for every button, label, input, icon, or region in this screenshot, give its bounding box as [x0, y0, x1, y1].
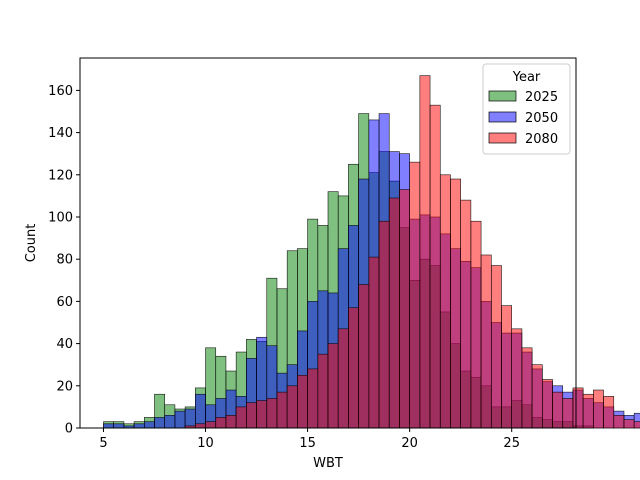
bar-2080-46 — [572, 387, 584, 429]
bar-2080-30 — [409, 161, 421, 429]
bar-2050-8 — [184, 408, 196, 429]
bar-2080-35 — [460, 199, 472, 429]
bar-2080-39 — [501, 305, 513, 429]
bar-2080-11 — [215, 417, 227, 429]
bar-2080-43 — [542, 379, 553, 429]
bar-2050-7 — [174, 410, 186, 429]
x-tick-label-25: 25 — [503, 436, 520, 451]
bar-2080-12 — [225, 415, 237, 429]
y-tick-label-0: 0 — [65, 422, 73, 437]
legend-box — [482, 63, 571, 155]
bar-2080-21 — [317, 353, 329, 429]
bar-2080-13 — [235, 406, 247, 429]
y-tick-label-140: 140 — [48, 126, 73, 141]
bar-2080-22 — [327, 343, 339, 429]
legend-swatch-2025 — [488, 90, 517, 102]
bar-2080-31 — [419, 75, 431, 429]
bar-2050-0 — [103, 423, 114, 429]
bar-2080-28 — [388, 197, 400, 429]
bar-2080-49 — [603, 396, 615, 429]
legend-label-2025: 2025 — [525, 90, 558, 105]
bar-2080-48 — [593, 389, 604, 429]
legend-label-2080: 2080 — [525, 132, 558, 147]
bar-2050-1 — [113, 423, 125, 429]
legend-label-2050: 2050 — [525, 111, 558, 126]
y-tick-label-20: 20 — [56, 379, 73, 394]
bar-2050-4 — [143, 421, 155, 429]
bar-2080-10 — [205, 421, 217, 429]
bar-2080-36 — [470, 220, 482, 429]
y-axis-label: Count — [24, 224, 39, 263]
bar-2080-18 — [286, 385, 298, 429]
bar-2080-17 — [276, 391, 288, 429]
bar-2080-42 — [531, 364, 543, 429]
bar-2080-52 — [633, 421, 640, 429]
plot-frame — [79, 57, 577, 429]
bar-2050-9 — [195, 393, 206, 429]
bar-2080-25 — [358, 284, 370, 429]
bar-2080-38 — [490, 265, 502, 429]
bar-2080-24 — [348, 307, 359, 429]
bar-2080-29 — [399, 189, 410, 429]
bar-2080-23 — [337, 328, 349, 429]
x-tick-label-15: 15 — [299, 436, 316, 451]
bar-2080-50 — [613, 415, 625, 429]
bar-2080-45 — [562, 398, 574, 429]
bar-2050-6 — [164, 415, 176, 429]
bar-2080-15 — [256, 400, 268, 429]
bar-2080-51 — [623, 419, 635, 429]
bar-2080-9 — [195, 423, 206, 429]
bar-2080-34 — [450, 178, 461, 429]
bar-2080-19 — [297, 374, 308, 429]
bar-2080-14 — [246, 402, 257, 429]
bar-2080-26 — [368, 256, 380, 429]
bar-2050-5 — [154, 417, 166, 429]
legend-swatch-2050 — [488, 111, 517, 123]
y-tick-label-60: 60 — [56, 295, 73, 310]
bar-2080-47 — [582, 393, 594, 429]
y-tick-label-160: 160 — [48, 84, 73, 99]
histogram-bars — [103, 75, 640, 429]
legend-title: Year — [512, 70, 541, 85]
y-tick-label-40: 40 — [56, 337, 73, 352]
bar-2080-33 — [439, 174, 451, 429]
bar-2080-32 — [429, 104, 441, 429]
x-tick-label-5: 5 — [99, 436, 107, 451]
x-tick-label-20: 20 — [401, 436, 418, 451]
bar-2080-41 — [521, 347, 533, 429]
y-tick-label-100: 100 — [48, 210, 73, 225]
y-tick-label-80: 80 — [56, 253, 73, 268]
legend: Year 2025 2050 2080 — [482, 63, 571, 155]
bar-2050-3 — [133, 423, 145, 429]
x-axis-label: WBT — [313, 456, 343, 471]
x-tick-label-10: 10 — [197, 436, 214, 451]
bar-2080-27 — [378, 220, 390, 429]
bar-2080-20 — [307, 368, 319, 429]
y-tick-label-120: 120 — [48, 168, 73, 183]
bar-2080-40 — [511, 328, 523, 429]
bar-2080-44 — [552, 391, 564, 429]
bar-2080-37 — [480, 254, 492, 429]
legend-swatch-2080 — [488, 132, 517, 144]
bar-2080-16 — [266, 398, 278, 429]
